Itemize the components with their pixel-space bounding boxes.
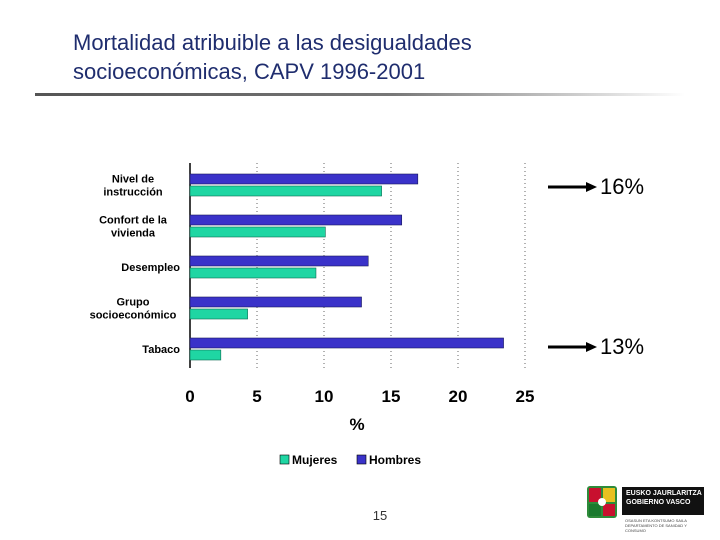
category-label: Nivel de	[112, 174, 154, 186]
category-label: socioeconómico	[90, 310, 177, 322]
legend-label: Mujeres	[292, 453, 338, 467]
x-tick-label: 25	[516, 387, 535, 406]
coat-of-arms-icon	[587, 486, 617, 518]
category-label: Confort de la	[99, 215, 168, 227]
org-name-spanish: GOBIERNO VASCO	[626, 499, 691, 506]
bar-hombres	[189, 337, 504, 349]
category-label: Desempleo	[121, 262, 180, 274]
bar-mujeres	[189, 349, 222, 361]
org-name-basque: EUSKO JAURLARITZA	[626, 490, 702, 497]
bar-mujeres	[189, 226, 326, 238]
x-tick-label: 10	[315, 387, 334, 406]
annotation-top: 16%	[600, 174, 645, 199]
x-tick-label: 5	[252, 387, 261, 406]
dept-name-basque: OSASUN ETA KONTSUMO SAILA	[625, 518, 687, 523]
annotation-arrowhead	[586, 182, 597, 192]
category-label: Grupo	[117, 297, 150, 309]
x-tick-label: 0	[185, 387, 194, 406]
x-tick-label: 15	[382, 387, 401, 406]
bar-mujeres	[189, 267, 317, 279]
legend-label: Hombres	[369, 453, 421, 467]
slide-title: Mortalidad atribuible a las desigualdade…	[73, 28, 673, 86]
x-tick-label: 20	[449, 387, 468, 406]
category-label: vivienda	[111, 228, 156, 240]
category-label: instrucción	[103, 187, 163, 199]
bar-hombres	[189, 214, 403, 226]
bar-hombres	[189, 296, 362, 308]
government-logo: EUSKO JAURLARITZA GOBIERNO VASCO OSASUN …	[585, 484, 710, 540]
title-underline	[35, 93, 685, 96]
page-number: 15	[372, 508, 388, 523]
legend-swatch	[279, 454, 290, 465]
bar-mujeres	[189, 308, 248, 320]
organization-name-box: EUSKO JAURLARITZA GOBIERNO VASCO	[622, 487, 704, 515]
department-name: OSASUN ETA KONTSUMO SAILA DEPARTAMENTO D…	[625, 518, 705, 533]
category-label: Tabaco	[142, 344, 180, 356]
bar-hombres	[189, 255, 369, 267]
x-axis-label: %	[349, 415, 364, 434]
bar-mujeres	[189, 185, 382, 197]
title-line-1: Mortalidad atribuible a las desigualdade…	[73, 30, 472, 55]
bar-hombres	[189, 173, 419, 185]
dept-name-spanish: DEPARTAMENTO DE SANIDAD Y CONSUMO	[625, 523, 687, 533]
title-line-2: socioeconómicas, CAPV 1996-2001	[73, 59, 426, 84]
annotation-bottom: 13%	[600, 334, 645, 359]
legend-swatch	[356, 454, 367, 465]
annotation-arrowhead	[586, 342, 597, 352]
